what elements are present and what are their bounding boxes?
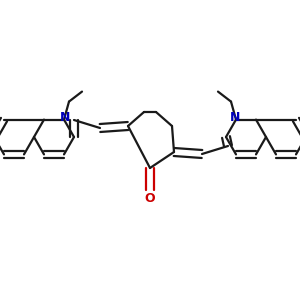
Text: N: N <box>230 111 240 124</box>
Text: N: N <box>60 111 70 124</box>
Text: O: O <box>145 193 155 206</box>
